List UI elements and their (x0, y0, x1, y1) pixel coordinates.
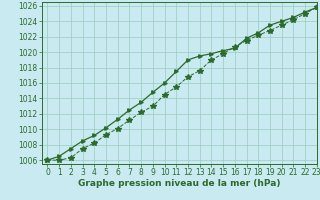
X-axis label: Graphe pression niveau de la mer (hPa): Graphe pression niveau de la mer (hPa) (78, 179, 280, 188)
